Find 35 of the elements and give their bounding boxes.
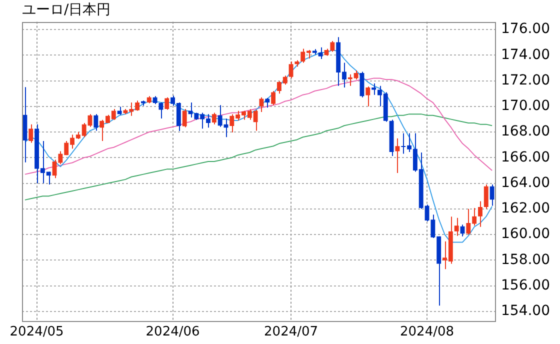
candlestick	[395, 138, 400, 174]
y-tick-label: 158.00	[501, 252, 550, 268]
candlestick	[454, 217, 459, 236]
candlestick	[265, 98, 270, 108]
x-tick-label: 2024/05	[10, 324, 64, 340]
candlestick	[372, 82, 376, 96]
y-tick-label: 176.00	[501, 21, 550, 38]
x-tick-label: 2024/08	[400, 324, 454, 340]
y-tick-label: 164.00	[501, 174, 550, 191]
candlestick	[164, 96, 170, 110]
y-tick-label: 168.00	[501, 124, 550, 140]
candlestick	[490, 184, 494, 206]
candlestick	[366, 86, 370, 107]
candlestick	[259, 96, 264, 113]
candlestick	[28, 124, 34, 144]
candlestick	[212, 112, 216, 125]
y-tick-label: 156.00	[501, 277, 550, 294]
y-tick-label: 166.00	[501, 149, 550, 166]
y-tick-label: 154.00	[501, 303, 550, 320]
chart-title: ユーロ/日本円	[22, 2, 111, 18]
candlestick	[182, 108, 187, 128]
y-tick-label: 172.00	[501, 72, 550, 88]
candlestick	[271, 90, 276, 106]
candlestick	[484, 184, 488, 210]
candlestick	[360, 71, 364, 98]
candlestick	[478, 200, 482, 228]
x-tick-label: 2024/06	[146, 324, 200, 340]
x-tick-label: 2024/07	[264, 324, 318, 340]
y-tick-label: 174.00	[501, 46, 550, 63]
y-tick-label: 160.00	[501, 226, 550, 242]
y-tick-label: 162.00	[501, 200, 550, 217]
candlestick	[288, 61, 294, 79]
candlestick	[94, 114, 98, 132]
y-tick-label: 170.00	[501, 98, 550, 114]
candlestick	[158, 102, 164, 120]
